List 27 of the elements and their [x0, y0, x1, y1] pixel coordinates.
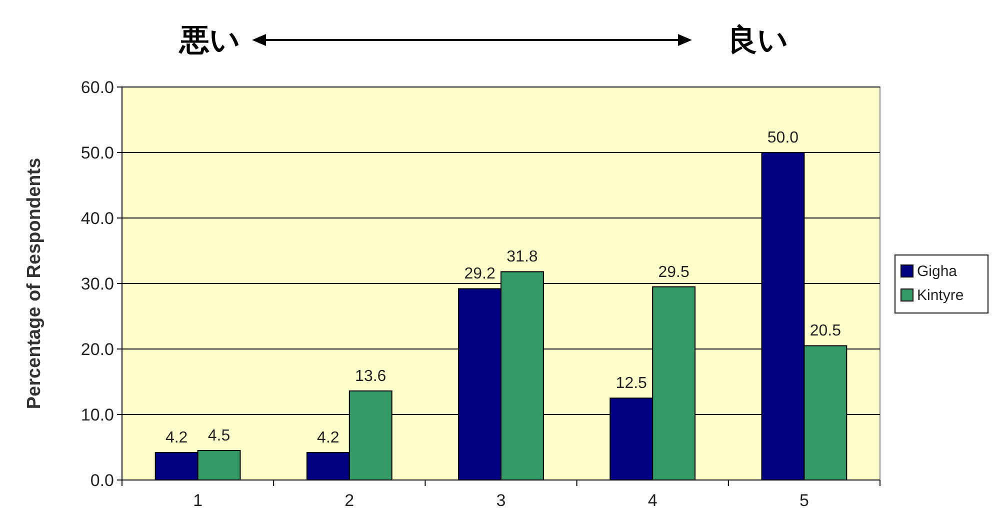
data-label: 29.5 [658, 264, 690, 281]
x-tick-label: 1 [193, 491, 203, 510]
data-label: 13.6 [355, 368, 386, 385]
legend-label: Gigha [917, 263, 958, 280]
data-label: 4.5 [208, 428, 230, 445]
text: 良い [728, 23, 788, 57]
data-label: 29.2 [464, 266, 496, 283]
y-tick-label: 50.0 [80, 144, 114, 162]
y-tick-label: 0.0 [90, 471, 114, 490]
y-tick-label: 20.0 [80, 340, 114, 359]
y-tick-label: 10.0 [80, 406, 114, 424]
data-label: 4.2 [165, 429, 188, 446]
legend-label: Kintyre [917, 287, 964, 304]
data-label: 20.5 [810, 322, 842, 340]
x-tick-label: 4 [648, 491, 658, 510]
text: 悪い [178, 24, 240, 57]
y-tick-label: 60.0 [80, 78, 114, 97]
y-tick-label: 30.0 [80, 274, 114, 294]
y-axis-title: Percentage of Respondents [24, 158, 45, 410]
x-tick-label: 3 [496, 491, 506, 510]
data-label: 12.5 [616, 375, 648, 392]
data-label: 31.8 [506, 248, 538, 266]
data-label: 50.0 [767, 130, 799, 146]
x-tick-label: 2 [344, 491, 354, 510]
y-tick-label: 40.0 [80, 209, 114, 228]
data-label: 4.2 [317, 429, 340, 446]
x-tick-label: 5 [799, 491, 809, 510]
